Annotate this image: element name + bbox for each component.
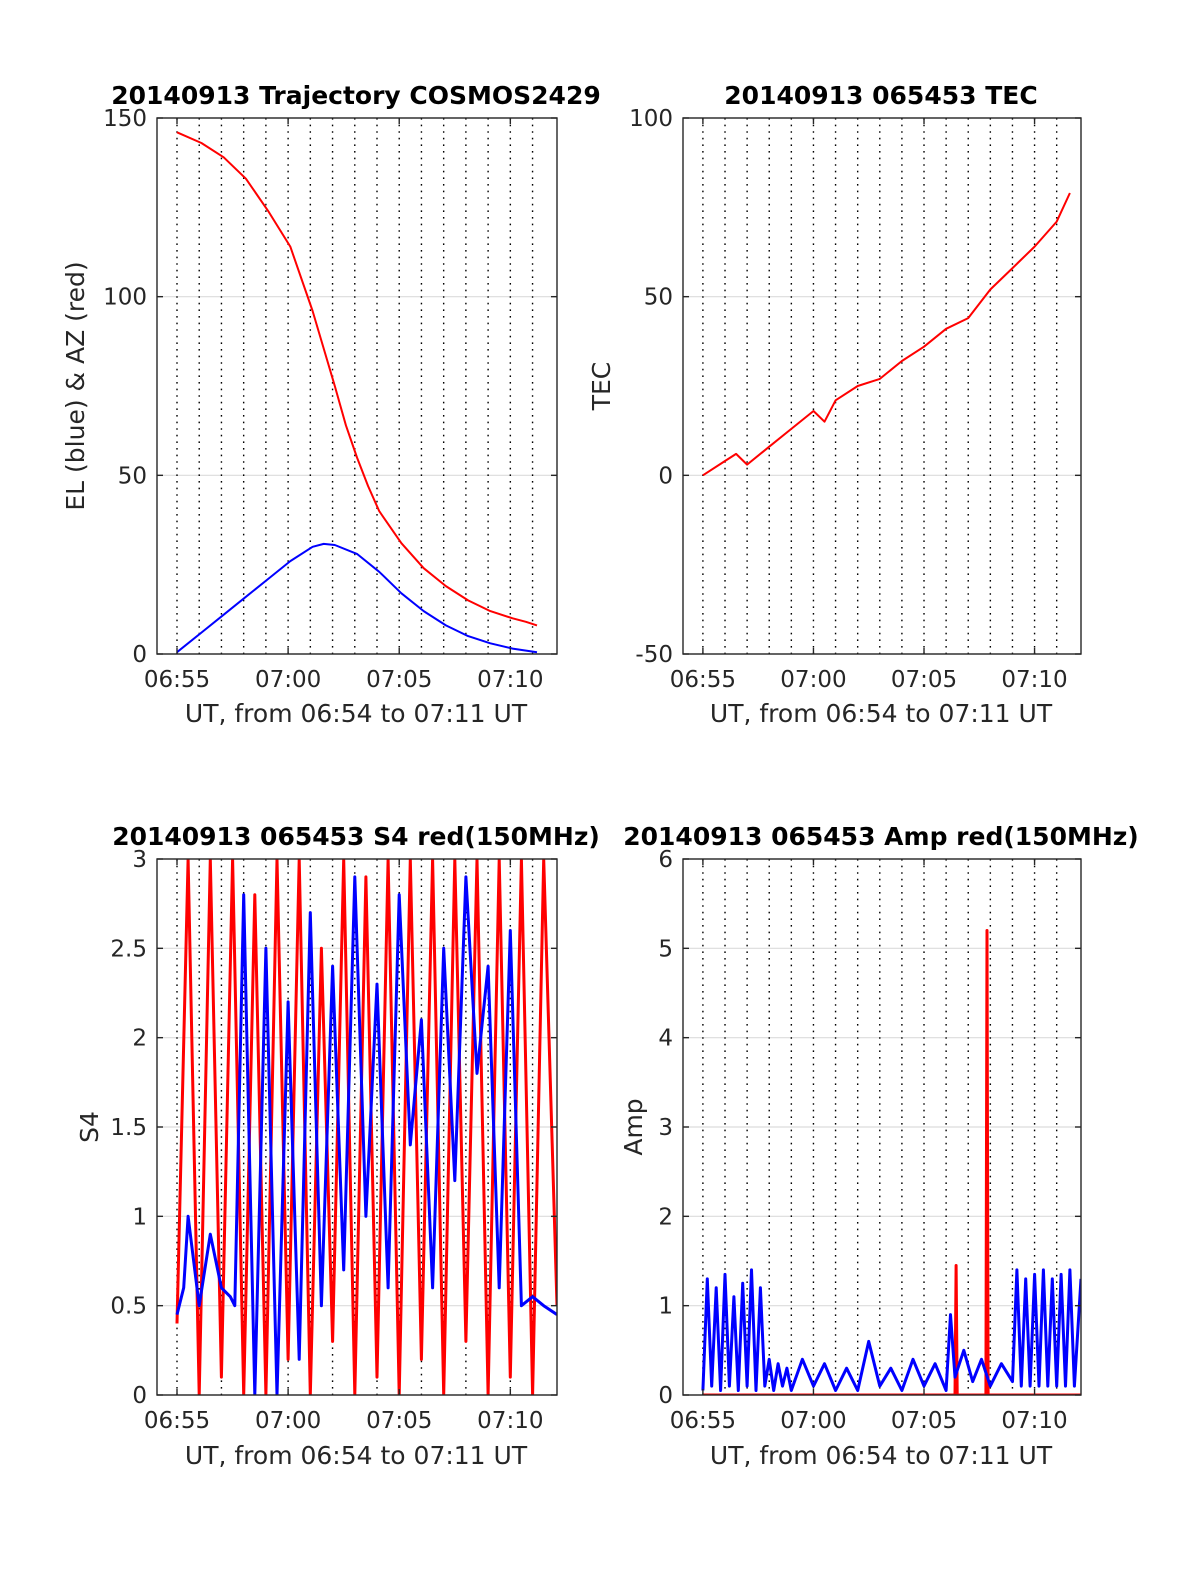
xtick-label: 06:55 [144,1408,210,1434]
series-line-series_red [702,192,1071,477]
xtick-label: 07:00 [255,1408,321,1434]
ytick-label: 1 [132,1204,147,1230]
xtick-label: 06:55 [144,667,210,693]
ytick-label: 3 [658,1115,673,1141]
series-line-az [176,131,538,627]
plot-area-amp: 0 1 2 3 4 5 6 06:55 07:00 07:05 07:10 [658,847,1082,1434]
ytick-label: -50 [635,642,673,668]
xtick-label: 07:00 [780,1408,846,1434]
ytick-label: 50 [118,463,147,489]
ytick-label: 1 [658,1294,673,1320]
xtick-label: 07:05 [366,1408,432,1434]
series-group [176,131,538,654]
title-trajectory: 20140913 Trajectory COSMOS2429 [111,81,601,110]
ytick-label: 2 [658,1204,673,1230]
plot-area-tec: -50 0 50 100 06:55 07:00 07:05 07:10 [629,106,1082,693]
xtick-label: 07:00 [780,667,846,693]
axes-box [682,117,1082,655]
panel-tec: 20140913 065453 TEC UT, from 06:54 to 07… [587,81,1082,728]
ytick-label: 100 [103,285,147,311]
ytick-label: 0 [658,1383,673,1409]
ylabel-trajectory: EL (blue) & AZ (red) [61,261,90,510]
ytick-label: 6 [658,847,673,873]
xtick-label: 07:05 [891,667,957,693]
panel-amp: 20140913 065453 Amp red(150MHz) UT, from… [619,822,1139,1470]
xtick-label: 07:10 [477,1408,543,1434]
ytick-label: 50 [644,285,673,311]
ytick-label: 0 [132,642,147,668]
plot-area-trajectory: 0 50 100 150 06:55 07:00 07:05 07:10 [103,106,558,693]
ylabel-amp: Amp [619,1098,648,1155]
panel-trajectory: 20140913 Trajectory COSMOS2429 UT, from … [61,81,601,728]
series-group [701,929,1081,1395]
xtick-label: 07:10 [1001,1408,1067,1434]
ytick-label: 0.5 [110,1294,147,1320]
ytick-label: 150 [103,106,147,132]
title-s4: 20140913 065453 S4 red(150MHz) [112,822,600,851]
xlabel-tec: UT, from 06:54 to 07:11 UT [710,699,1053,728]
title-tec: 20140913 065453 TEC [724,81,1037,110]
xlabel-s4: UT, from 06:54 to 07:11 UT [185,1441,528,1470]
xtick-label: 07:05 [366,667,432,693]
ytick-label: 3 [132,847,147,873]
xlabel-amp: UT, from 06:54 to 07:11 UT [710,1441,1053,1470]
xtick-label: 06:55 [670,667,736,693]
xtick-label: 07:05 [891,1408,957,1434]
plot-area-s4: 0 0.5 1 1.5 2 2.5 3 06:55 07:00 07:05 07:10 [110,847,558,1434]
ylabel-tec: TEC [587,362,616,412]
xtick-label: 07:10 [477,667,543,693]
series-line-el [176,542,538,654]
series-line-series_blue [175,875,557,1395]
series-line-series_red [175,859,557,1395]
ytick-label: 100 [629,106,673,132]
ytick-label: 1.5 [110,1115,147,1141]
xlabel-trajectory: UT, from 06:54 to 07:11 UT [185,699,528,728]
ytick-label: 2 [132,1026,147,1052]
series-group [175,859,557,1395]
xtick-label: 07:00 [255,667,321,693]
ytick-label: 2.5 [110,936,147,962]
axes-box [156,117,558,655]
panel-s4: 20140913 065453 S4 red(150MHz) UT, from … [75,822,600,1470]
xtick-label: 06:55 [670,1408,736,1434]
title-amp: 20140913 065453 Amp red(150MHz) [623,822,1139,851]
xtick-label: 07:10 [1001,667,1067,693]
ytick-label: 0 [658,463,673,489]
ytick-label: 4 [658,1026,673,1052]
ytick-label: 0 [132,1383,147,1409]
series-group [702,192,1071,477]
ytick-label: 5 [658,936,673,962]
ylabel-s4: S4 [75,1111,104,1143]
series-line-series_blue [701,1268,1081,1392]
